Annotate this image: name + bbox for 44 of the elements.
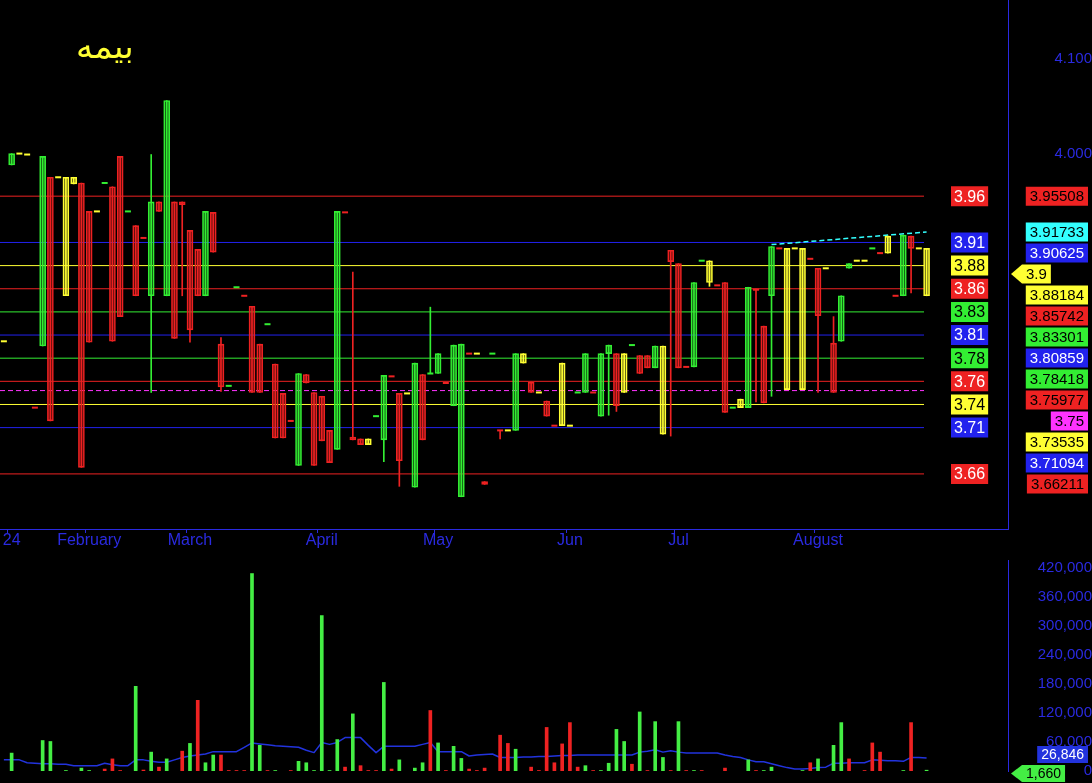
text: 3.71094 — [1029, 454, 1085, 472]
ref-line-label: 3.74 — [954, 395, 986, 413]
text: 3.83301 — [1029, 328, 1085, 346]
x-tick-label: February — [57, 531, 122, 549]
x-tick-label: August — [793, 531, 844, 549]
y-tick-label: 0 — [1083, 761, 1092, 779]
text: 3.66211 — [1030, 475, 1084, 493]
ref-line-label: 3.88 — [954, 257, 986, 275]
ref-line-label: 3.66 — [954, 465, 986, 483]
y-tick-label: 120,000 — [1037, 703, 1092, 721]
x-tick-label: Jul — [668, 531, 689, 549]
x-tick-label: Jun — [557, 531, 583, 549]
ref-line-label: 3.86 — [954, 280, 986, 298]
ref-line-label: 3.78 — [954, 349, 986, 367]
x-tick-label: April — [305, 531, 338, 549]
ref-line-label: 3.91 — [954, 233, 986, 251]
text: 3.73535 — [1029, 433, 1085, 451]
y-tick-label: 4.000 — [1054, 143, 1092, 161]
text: 3.91733 — [1029, 223, 1085, 241]
ref-line-label: 3.76 — [954, 372, 986, 390]
text: 3.95508 — [1029, 187, 1085, 205]
text: 3.75977 — [1029, 391, 1085, 409]
text: 3.90625 — [1029, 244, 1085, 262]
text: بیمه — [76, 26, 134, 66]
ref-line-label: 3.96 — [954, 187, 986, 205]
y-tick-label: 180,000 — [1037, 674, 1092, 692]
text: 3.88184 — [1029, 286, 1085, 304]
y-tick-label: 420,000 — [1037, 557, 1092, 575]
ref-line-label: 3.81 — [954, 326, 986, 344]
y-tick-label: 300,000 — [1037, 615, 1092, 633]
y-tick-label: 360,000 — [1037, 586, 1092, 604]
ref-line-label: 3.71 — [954, 419, 986, 437]
y-tick-label: 4.100 — [1054, 48, 1092, 66]
x-tick-label: 24 — [2, 531, 21, 549]
text: 3.78418 — [1029, 370, 1085, 388]
y-tick-label: 240,000 — [1037, 644, 1092, 662]
text: 3.9 — [1026, 265, 1047, 283]
text: 3.75 — [1054, 412, 1085, 430]
x-tick-label: March — [167, 531, 213, 549]
text: 3.85742 — [1029, 307, 1085, 325]
ref-line-label: 3.83 — [954, 303, 986, 321]
text: 3.80859 — [1029, 349, 1085, 367]
text: 1,660 — [1026, 765, 1062, 782]
x-tick-label: May — [422, 531, 454, 549]
